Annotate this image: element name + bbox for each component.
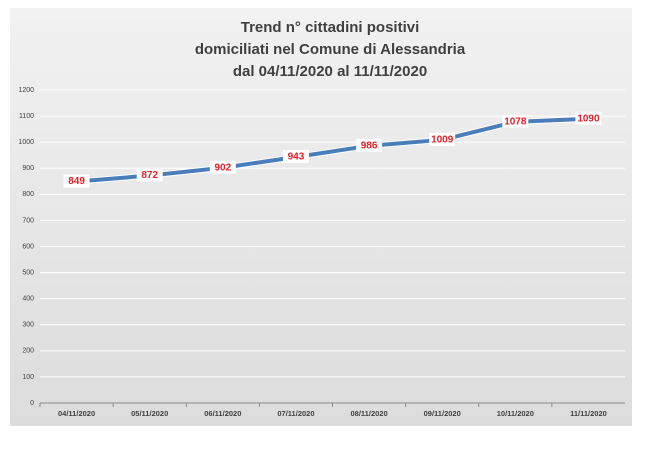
y-tick-label: 400 [22, 296, 34, 303]
value-label-box [429, 132, 456, 146]
x-tick-label: 05/11/2020 [131, 409, 168, 418]
y-tick-label: 900 [22, 165, 34, 172]
value-label: 1009 [431, 134, 454, 145]
chart-title: domiciliati nel Comune di Alessandria [195, 41, 466, 58]
value-label-box [282, 150, 309, 164]
x-tick-label: 11/11/2020 [570, 409, 607, 418]
y-tick-label: 800 [22, 191, 34, 198]
x-tick-label: 04/11/2020 [58, 409, 95, 418]
x-tick-label: 09/11/2020 [424, 409, 461, 418]
value-label-box [575, 111, 602, 125]
value-label-box [63, 174, 90, 188]
x-tick-label: 06/11/2020 [204, 409, 241, 418]
y-tick-label: 700 [22, 217, 34, 224]
y-tick-label: 0 [30, 400, 34, 407]
x-tick-label: 07/11/2020 [277, 409, 314, 418]
y-tick-label: 500 [22, 269, 34, 276]
value-label: 872 [141, 170, 158, 181]
value-label-box [136, 168, 163, 182]
value-label-box [502, 114, 529, 128]
x-tick-label: 08/11/2020 [351, 409, 388, 418]
value-label: 1090 [577, 113, 600, 124]
chart-title: dal 04/11/2020 al 11/11/2020 [233, 63, 427, 80]
y-tick-label: 100 [22, 374, 34, 381]
value-label: 1078 [504, 116, 527, 127]
y-tick-label: 1200 [18, 87, 34, 94]
value-label-box [356, 138, 383, 152]
chart-title: Trend n° cittadini positivi [241, 19, 420, 36]
y-tick-label: 1000 [18, 139, 34, 146]
y-tick-label: 600 [22, 243, 34, 250]
chart-background [10, 8, 632, 426]
value-label-box [209, 160, 236, 174]
value-label: 849 [68, 176, 85, 187]
y-tick-label: 200 [22, 348, 34, 355]
value-label: 902 [214, 162, 231, 173]
y-tick-label: 300 [22, 322, 34, 329]
x-tick-label: 10/11/2020 [497, 409, 534, 418]
value-label: 943 [288, 152, 305, 163]
value-label: 986 [361, 140, 378, 151]
y-tick-label: 1100 [19, 113, 34, 120]
